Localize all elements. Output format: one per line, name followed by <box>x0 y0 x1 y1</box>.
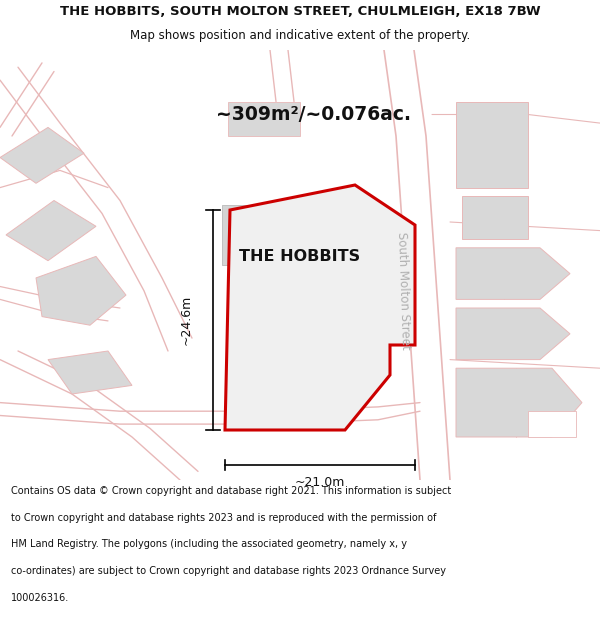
Polygon shape <box>228 102 300 136</box>
Polygon shape <box>456 308 570 359</box>
Text: 100026316.: 100026316. <box>11 593 69 603</box>
Text: ~21.0m: ~21.0m <box>295 476 345 489</box>
Polygon shape <box>36 256 126 325</box>
Polygon shape <box>6 201 96 261</box>
Text: ~309m²/~0.076ac.: ~309m²/~0.076ac. <box>216 105 411 124</box>
Polygon shape <box>225 185 415 430</box>
Polygon shape <box>48 351 132 394</box>
Polygon shape <box>456 368 582 437</box>
Polygon shape <box>456 248 570 299</box>
Text: THE HOBBITS: THE HOBBITS <box>239 249 361 264</box>
Text: South Molton Street: South Molton Street <box>395 232 412 350</box>
Text: to Crown copyright and database rights 2023 and is reproduced with the permissio: to Crown copyright and database rights 2… <box>11 512 436 522</box>
Polygon shape <box>456 102 528 188</box>
Text: ~24.6m: ~24.6m <box>179 295 193 345</box>
Text: HM Land Registry. The polygons (including the associated geometry, namely x, y: HM Land Registry. The polygons (includin… <box>11 539 407 549</box>
Polygon shape <box>0 127 84 183</box>
Polygon shape <box>222 205 300 265</box>
Polygon shape <box>528 411 576 437</box>
Polygon shape <box>462 196 528 239</box>
Text: THE HOBBITS, SOUTH MOLTON STREET, CHULMLEIGH, EX18 7BW: THE HOBBITS, SOUTH MOLTON STREET, CHULML… <box>59 4 541 18</box>
Text: Map shows position and indicative extent of the property.: Map shows position and indicative extent… <box>130 29 470 42</box>
Text: Contains OS data © Crown copyright and database right 2021. This information is : Contains OS data © Crown copyright and d… <box>11 486 451 496</box>
Text: co-ordinates) are subject to Crown copyright and database rights 2023 Ordnance S: co-ordinates) are subject to Crown copyr… <box>11 566 446 576</box>
